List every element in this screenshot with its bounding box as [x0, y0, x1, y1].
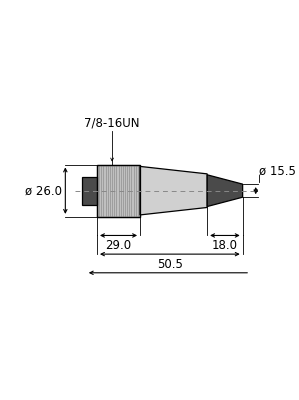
Text: 7/8-16UN: 7/8-16UN: [84, 116, 140, 129]
Bar: [97, 164, 140, 217]
Text: 18.0: 18.0: [212, 239, 238, 252]
Text: 50.5: 50.5: [157, 258, 183, 271]
Bar: [82, 177, 97, 205]
Polygon shape: [140, 166, 207, 215]
Bar: [97, 164, 140, 217]
Text: ø 26.0: ø 26.0: [25, 184, 62, 197]
Text: ø 15.5: ø 15.5: [260, 164, 296, 178]
Text: 29.0: 29.0: [106, 239, 132, 252]
Polygon shape: [207, 175, 243, 206]
